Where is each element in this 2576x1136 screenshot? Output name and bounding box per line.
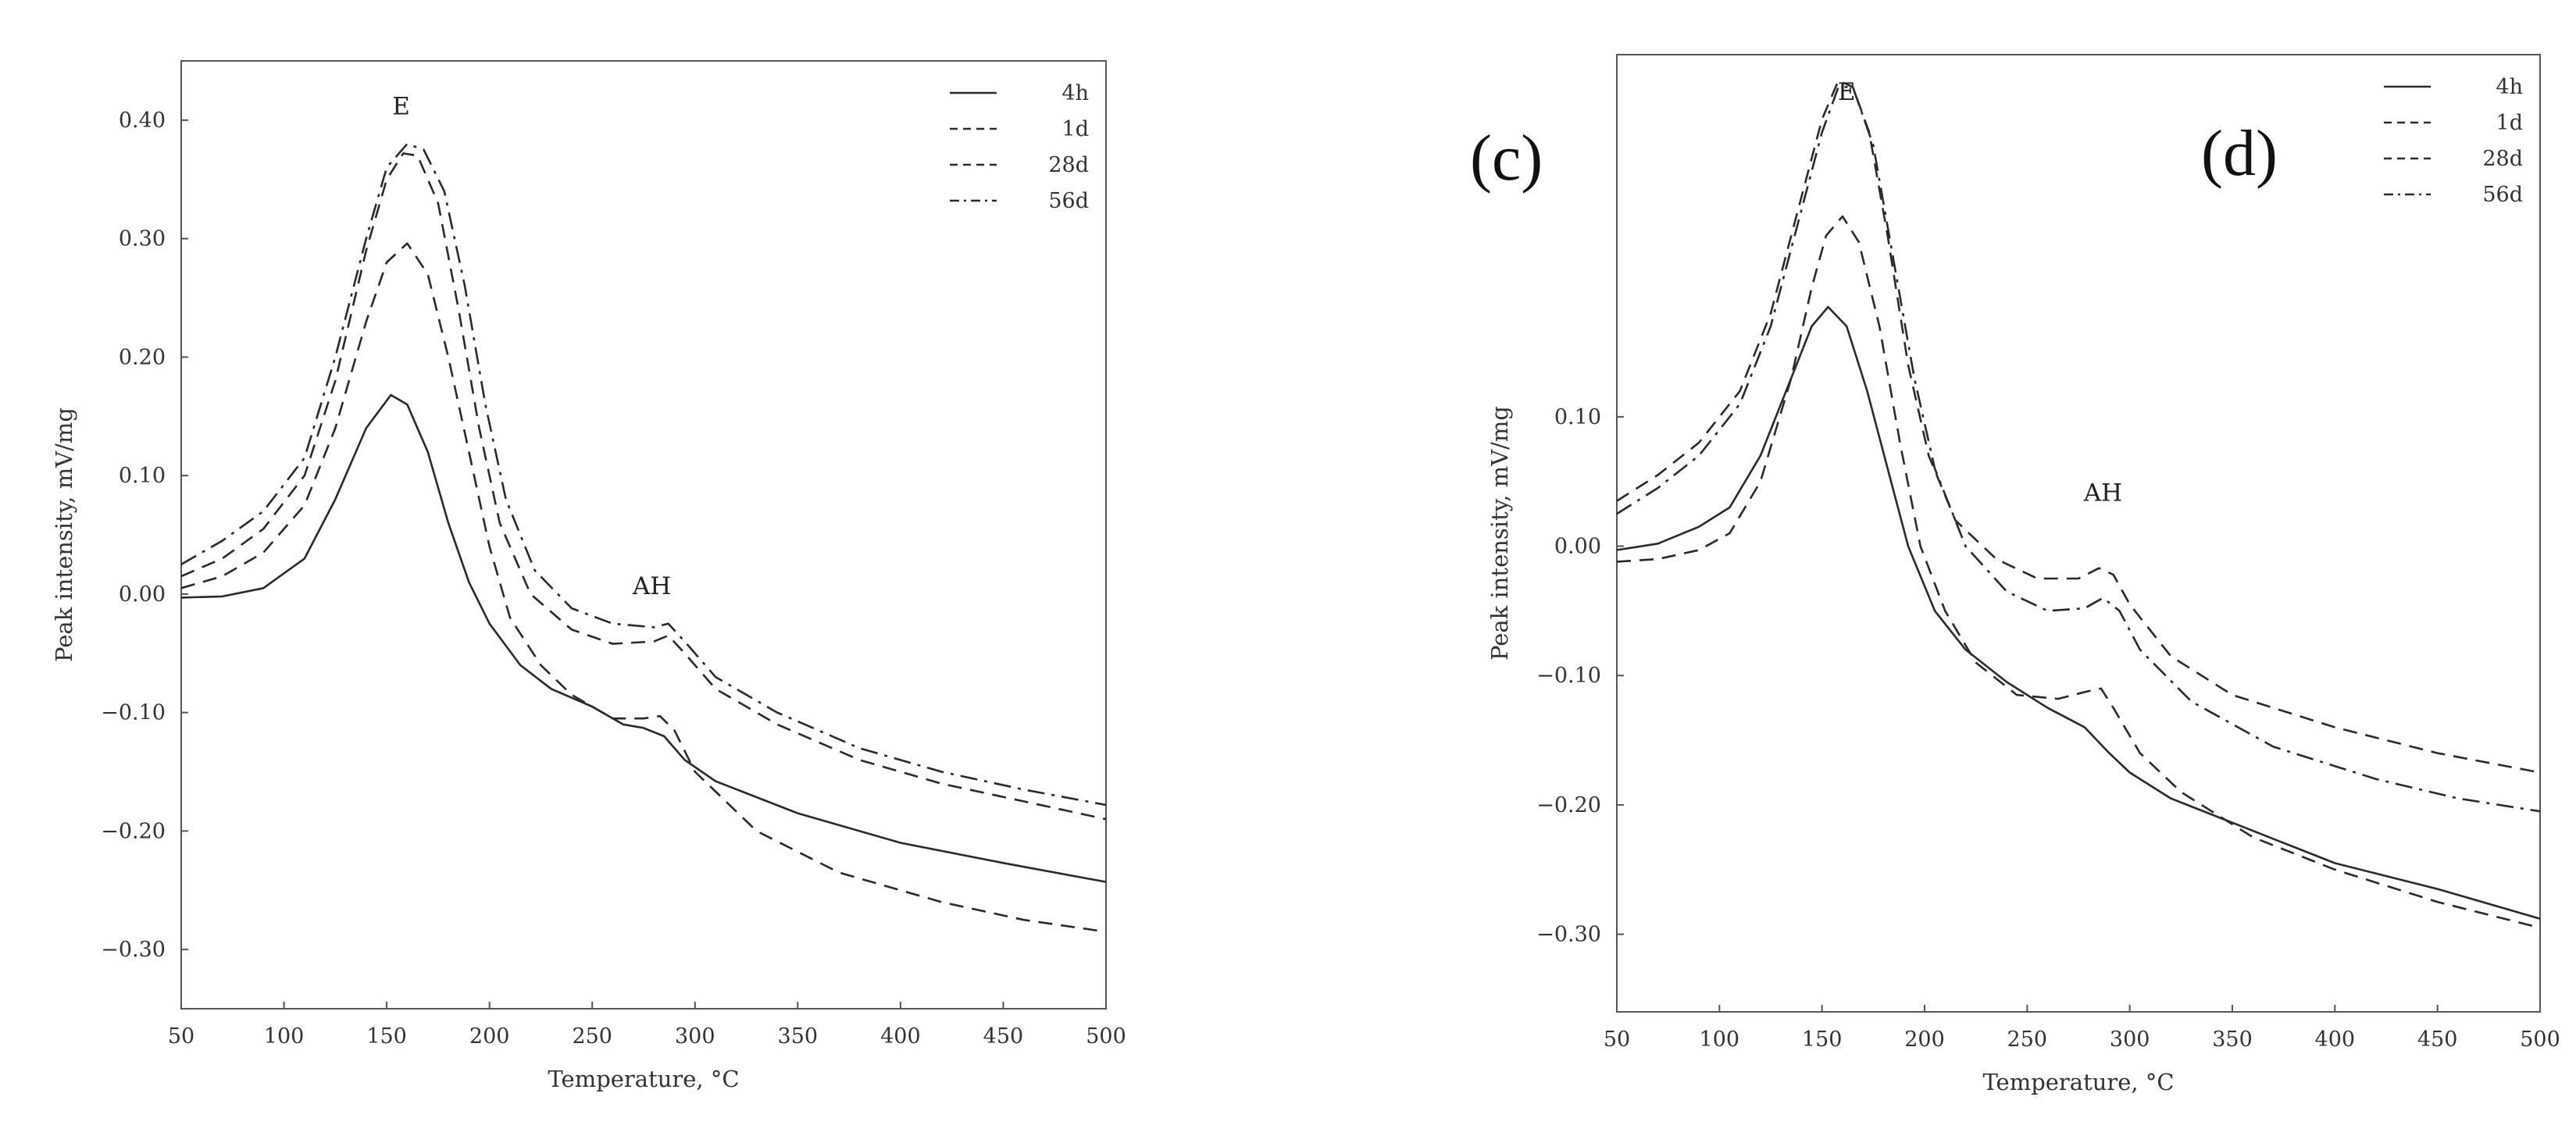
series-line-56d — [1616, 86, 2541, 813]
x-tick-label: 150 — [366, 1024, 407, 1049]
x-tick-label: 200 — [1904, 1027, 1945, 1052]
x-tick-label: 450 — [983, 1024, 1024, 1049]
series-line-4h — [180, 394, 1107, 883]
y-tick-label: 0.00 — [1554, 535, 1601, 559]
x-tick-label: 300 — [2110, 1027, 2150, 1052]
y-tick-label: −0.30 — [1536, 923, 1601, 947]
y-tick-label: 0.40 — [119, 109, 166, 133]
x-tick-label: 500 — [1086, 1024, 1126, 1049]
x-tick-label: 100 — [1700, 1027, 1740, 1052]
plot-frame — [180, 60, 1107, 1010]
y-axis-label: Peak intensity, mV/mg — [1486, 406, 1513, 661]
x-tick-label: 200 — [469, 1024, 510, 1049]
x-tick-label: 400 — [2315, 1027, 2356, 1052]
legend-label-56d: 56d — [2482, 183, 2523, 207]
x-tick-label: 350 — [2212, 1027, 2253, 1052]
x-tick-label: 250 — [572, 1024, 612, 1049]
legend-label-28d: 28d — [1048, 153, 1089, 177]
x-axis-label: Temperature, °C — [1982, 1069, 2174, 1095]
chart-left: 50 100 150 200 250 300 350 400 450 500 −0.30 −0.20 −… — [51, 60, 1126, 1092]
x-tick-label: 50 — [1604, 1027, 1630, 1052]
x-tick-label: 500 — [2520, 1027, 2560, 1052]
y-tick-label: −0.10 — [101, 701, 166, 725]
legend-label-4h: 4h — [2496, 75, 2523, 99]
legend-label-28d: 28d — [2482, 147, 2523, 171]
series-line-28d — [180, 152, 1107, 821]
series-line-4h — [1616, 305, 2541, 920]
y-tick-label: 0.10 — [1554, 405, 1601, 429]
x-tick-label: 150 — [1802, 1027, 1843, 1052]
annotation-AH: AH — [632, 572, 671, 600]
x-tick-label: 250 — [2007, 1027, 2048, 1052]
y-tick-label: 0.00 — [119, 582, 166, 607]
legend-label-4h: 4h — [1061, 81, 1089, 105]
y-tick-label: −0.20 — [1536, 793, 1601, 817]
x-tick-label: 400 — [880, 1024, 921, 1049]
panel-label-c: (c) — [1470, 122, 1543, 194]
annotation-E: E — [1838, 78, 1856, 106]
y-tick-label: −0.10 — [1536, 664, 1601, 688]
x-axis-label: Temperature, °C — [548, 1066, 739, 1092]
panel-label-d: (d) — [2201, 117, 2278, 190]
y-tick-label: 0.10 — [119, 464, 166, 488]
y-tick-label: −0.20 — [101, 819, 166, 843]
plot-frame — [1616, 54, 2541, 1013]
series-line-1d — [1616, 215, 2541, 929]
legend-label-1d: 1d — [1062, 117, 1089, 141]
chart-right: 50 100 150 200 250 300 350 400 450 500 −0.30 −0.20 −… — [1486, 54, 2560, 1095]
x-tick-label: 450 — [2417, 1027, 2458, 1052]
x-tick-label: 100 — [264, 1024, 305, 1049]
annotation-AH: AH — [2083, 479, 2122, 507]
series-line-28d — [1616, 79, 2541, 774]
series-line-56d — [180, 142, 1107, 807]
legend-label-1d: 1d — [2496, 111, 2523, 135]
y-tick-label: 0.20 — [119, 345, 166, 369]
y-tick-label: −0.30 — [101, 938, 166, 962]
legend-label-56d: 56d — [1048, 189, 1089, 213]
x-tick-label: 350 — [778, 1024, 819, 1049]
series-line-1d — [180, 242, 1107, 933]
y-tick-label: 0.30 — [119, 227, 166, 251]
annotation-E: E — [392, 92, 410, 120]
x-tick-label: 300 — [675, 1024, 715, 1049]
y-axis-label: Peak intensity, mV/mg — [51, 408, 77, 662]
x-tick-label: 50 — [168, 1024, 194, 1049]
